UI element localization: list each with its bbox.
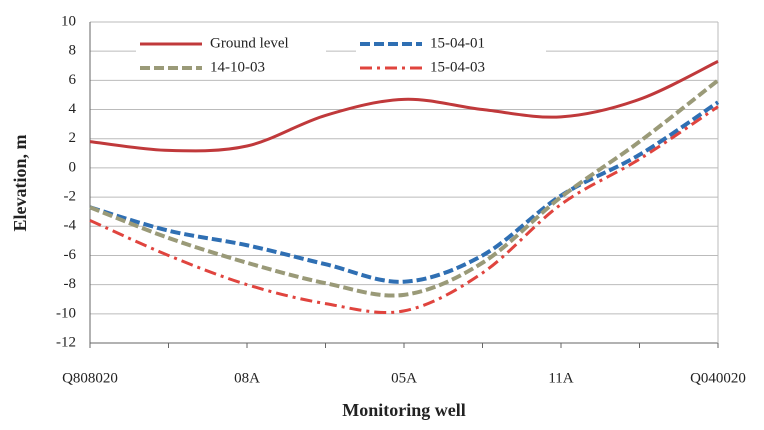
y-axis-title: Elevation, m (10, 134, 30, 231)
y-tick-label: 0 (69, 159, 77, 175)
x-tick-label: 05A (391, 370, 417, 386)
line-series (89, 105, 719, 315)
legend-label: 14-10-03 (210, 59, 265, 75)
x-tick-label: 11A (548, 370, 573, 386)
y-tick-label: 4 (69, 101, 77, 117)
y-tick-label: -4 (64, 218, 77, 234)
legend-label: 15-04-01 (430, 35, 485, 51)
x-axis-title: Monitoring well (342, 400, 466, 420)
y-tick-label: -8 (64, 276, 77, 292)
y-tick-label: -2 (64, 189, 77, 205)
y-tick-label: 2 (69, 130, 77, 146)
line-series (89, 60, 719, 153)
y-tick-label: -10 (56, 305, 76, 321)
y-tick-label: -12 (56, 334, 76, 350)
x-tick-label: 08A (234, 370, 260, 386)
line-series (89, 78, 720, 298)
legend-bg (356, 35, 546, 53)
x-tick-label: Q040020 (690, 370, 746, 386)
y-tick-label: -6 (64, 247, 77, 263)
legend-bg (356, 59, 546, 77)
x-tick-label: Q808020 (62, 370, 118, 386)
y-tick-label: 6 (69, 72, 77, 88)
line-series (89, 100, 720, 284)
legend-bg (136, 59, 326, 77)
legend-label: 15-04-03 (430, 59, 485, 75)
legend-label: Ground level (210, 35, 289, 51)
y-tick-label: 8 (69, 43, 77, 59)
y-tick-label: 10 (61, 13, 76, 29)
legend-bg (136, 35, 326, 53)
